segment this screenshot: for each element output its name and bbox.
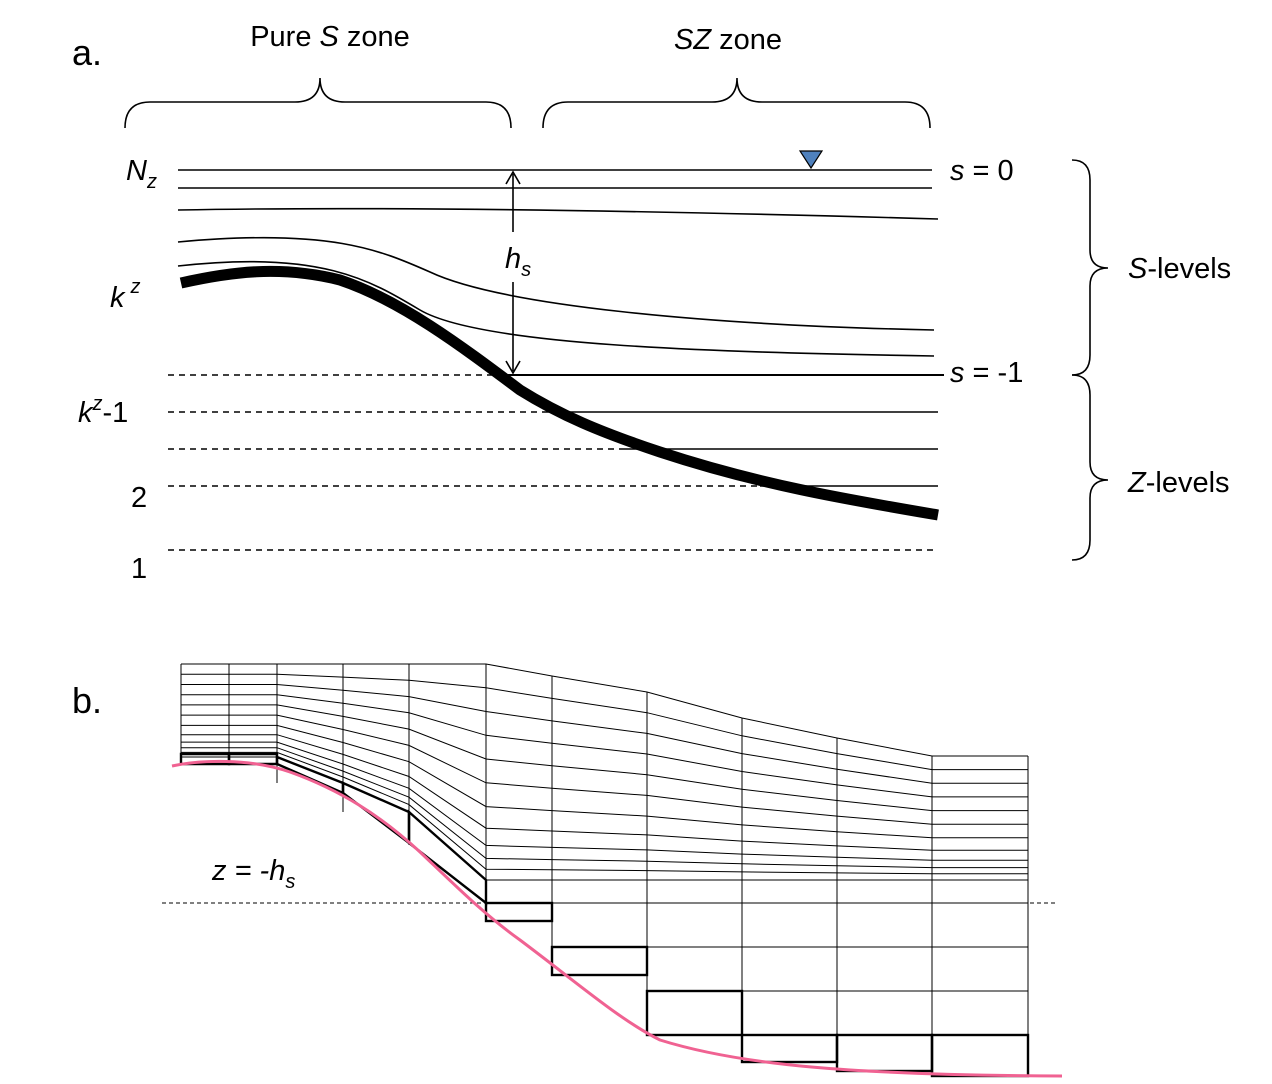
hs-arrowhead-top — [505, 170, 521, 185]
free-surface-triangle-icon — [798, 150, 824, 170]
bottom-profile-curve — [171, 759, 1063, 1078]
bottom-cell — [930, 1033, 1030, 1078]
s-level-line — [181, 663, 1028, 757]
bottom-profile-thick — [179, 265, 939, 521]
bottom-cell — [835, 1033, 934, 1073]
sz-grid — [180, 663, 1029, 1076]
s-equals-minus-1-label: s = -1 — [950, 357, 1023, 389]
s-levels-brace — [1071, 159, 1109, 376]
panel-a: a. Pure S zone SZ zone hs — [72, 21, 1231, 585]
s-level-4 — [177, 236, 935, 331]
s-level-5 — [177, 260, 935, 357]
s-level-line — [181, 684, 1028, 784]
bottom-cell — [645, 989, 744, 1037]
bottom-cell — [740, 1033, 839, 1064]
z-levels-label: Z-levels — [1127, 467, 1230, 499]
bottom-cell — [407, 809, 488, 906]
bottom-cell — [484, 901, 554, 923]
s-level-line — [181, 694, 1028, 798]
level-1-label: 1 — [131, 553, 147, 585]
s-level-3 — [177, 207, 939, 220]
hs-arrowhead-bottom — [505, 360, 521, 375]
s-level-line — [181, 673, 1028, 771]
bottom-cells — [179, 752, 1030, 1078]
sz-zone-title: SZ zone — [674, 24, 782, 56]
z-minus-hs-label: z = -hs — [211, 855, 295, 893]
bottom-cell — [275, 755, 345, 795]
panel-b: b. z = -hs — [72, 663, 1063, 1078]
pure-s-zone-title: Pure S zone — [250, 21, 410, 53]
nz-label: Nz — [126, 155, 157, 193]
s-level-line — [181, 714, 1028, 825]
z-levels-brace — [1071, 374, 1109, 561]
s-level-line — [181, 734, 1028, 851]
bottom-cell — [550, 945, 649, 977]
s-level-line — [181, 747, 1028, 869]
s-equals-0-label: s = 0 — [950, 155, 1014, 187]
pure-s-zone-brace — [124, 77, 512, 129]
s-level-line — [181, 741, 1028, 861]
hs-label: hs — [505, 243, 531, 281]
s-level-line — [181, 724, 1028, 839]
panel-a-label: a. — [72, 32, 102, 73]
kz-minus-1-label: kz-1 — [78, 393, 128, 429]
s-level-line — [181, 756, 1028, 881]
s-level-line — [181, 704, 1028, 812]
panel-b-label: b. — [72, 680, 102, 721]
level-2-label: 2 — [131, 482, 147, 514]
s-levels-label: S-levels — [1128, 253, 1231, 285]
s-level-line — [181, 751, 1028, 875]
sz-zone-brace — [542, 77, 931, 129]
